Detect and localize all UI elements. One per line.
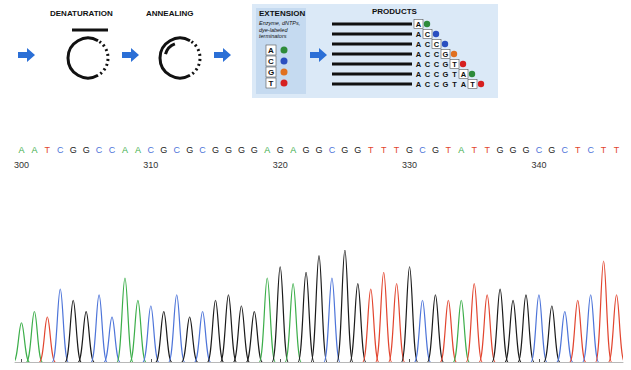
svg-text:G: G	[277, 145, 284, 155]
svg-text:A: A	[416, 30, 422, 39]
svg-text:terminators: terminators	[259, 33, 287, 39]
svg-text:C: C	[562, 145, 569, 155]
svg-text:A: A	[268, 46, 274, 55]
svg-text:T: T	[394, 145, 400, 155]
svg-text:A: A	[461, 80, 467, 89]
svg-text:G: G	[443, 80, 449, 89]
svg-text:G: G	[315, 145, 322, 155]
svg-text:T: T	[471, 145, 477, 155]
svg-text:C: C	[434, 70, 440, 79]
svg-text:C: C	[536, 145, 543, 155]
svg-text:G: G	[406, 145, 413, 155]
svg-text:G: G	[443, 70, 449, 79]
svg-text:T: T	[470, 80, 475, 89]
svg-text:320: 320	[273, 160, 288, 170]
svg-text:C: C	[425, 40, 431, 49]
svg-text:310: 310	[143, 160, 158, 170]
svg-text:C: C	[425, 60, 431, 69]
svg-text:C: C	[57, 145, 64, 155]
svg-text:T: T	[452, 70, 457, 79]
svg-text:G: G	[341, 145, 348, 155]
svg-text:A: A	[461, 70, 467, 79]
svg-text:G: G	[443, 60, 449, 69]
svg-text:T: T	[484, 145, 490, 155]
svg-text:G: G	[238, 145, 245, 155]
svg-text:G: G	[522, 145, 529, 155]
svg-text:C: C	[96, 145, 103, 155]
svg-text:C: C	[148, 145, 155, 155]
svg-text:T: T	[614, 145, 620, 155]
svg-text:A: A	[416, 50, 422, 59]
svg-text:A: A	[290, 145, 296, 155]
svg-text:T: T	[368, 145, 374, 155]
svg-text:C: C	[434, 50, 440, 59]
svg-text:C: C	[109, 145, 116, 155]
svg-text:C: C	[199, 145, 206, 155]
svg-text:C: C	[587, 145, 594, 155]
svg-text:C: C	[173, 145, 180, 155]
svg-text:A: A	[122, 145, 128, 155]
svg-text:A: A	[416, 20, 422, 29]
svg-text:G: G	[303, 145, 310, 155]
svg-text:G: G	[510, 145, 517, 155]
svg-text:G: G	[70, 145, 77, 155]
svg-text:C: C	[329, 145, 336, 155]
svg-text:G: G	[268, 68, 274, 77]
svg-text:G: G	[497, 145, 504, 155]
svg-text:C: C	[434, 60, 440, 69]
svg-text:G: G	[83, 145, 90, 155]
svg-text:C: C	[425, 50, 431, 59]
svg-text:T: T	[452, 60, 457, 69]
svg-text:C: C	[419, 145, 426, 155]
svg-text:T: T	[45, 145, 51, 155]
svg-text:A: A	[135, 145, 141, 155]
svg-text:Enzyme, dNTPs,: Enzyme, dNTPs,	[259, 20, 300, 26]
svg-text:A: A	[264, 145, 270, 155]
svg-text:dye-labeled: dye-labeled	[259, 27, 288, 33]
svg-text:T: T	[381, 145, 387, 155]
svg-text:EXTENSION: EXTENSION	[259, 9, 305, 18]
svg-text:A: A	[416, 40, 422, 49]
svg-text:A: A	[31, 145, 37, 155]
svg-text:T: T	[452, 80, 457, 89]
svg-text:C: C	[425, 70, 431, 79]
svg-text:C: C	[425, 80, 431, 89]
svg-text:G: G	[443, 50, 449, 59]
svg-text:300: 300	[14, 160, 29, 170]
svg-text:T: T	[446, 145, 452, 155]
svg-text:C: C	[434, 80, 440, 89]
svg-text:T: T	[601, 145, 607, 155]
svg-text:A: A	[18, 145, 24, 155]
svg-text:G: G	[251, 145, 258, 155]
svg-text:G: G	[432, 145, 439, 155]
svg-text:C: C	[268, 57, 274, 66]
svg-text:T: T	[575, 145, 581, 155]
svg-text:ANNEALING: ANNEALING	[146, 9, 194, 18]
svg-text:C: C	[425, 30, 431, 39]
svg-text:A: A	[416, 60, 422, 69]
svg-text:340: 340	[531, 160, 546, 170]
svg-text:PRODUCTS: PRODUCTS	[372, 7, 418, 16]
svg-text:A: A	[416, 80, 422, 89]
svg-text:A: A	[416, 70, 422, 79]
svg-text:C: C	[434, 40, 440, 49]
svg-text:330: 330	[402, 160, 417, 170]
svg-text:G: G	[186, 145, 193, 155]
svg-text:G: G	[225, 145, 232, 155]
svg-text:G: G	[212, 145, 219, 155]
svg-text:G: G	[548, 145, 555, 155]
svg-text:G: G	[354, 145, 361, 155]
svg-text:G: G	[160, 145, 167, 155]
svg-text:A: A	[458, 145, 464, 155]
svg-text:T: T	[269, 79, 274, 88]
svg-text:DENATURATION: DENATURATION	[50, 9, 113, 18]
